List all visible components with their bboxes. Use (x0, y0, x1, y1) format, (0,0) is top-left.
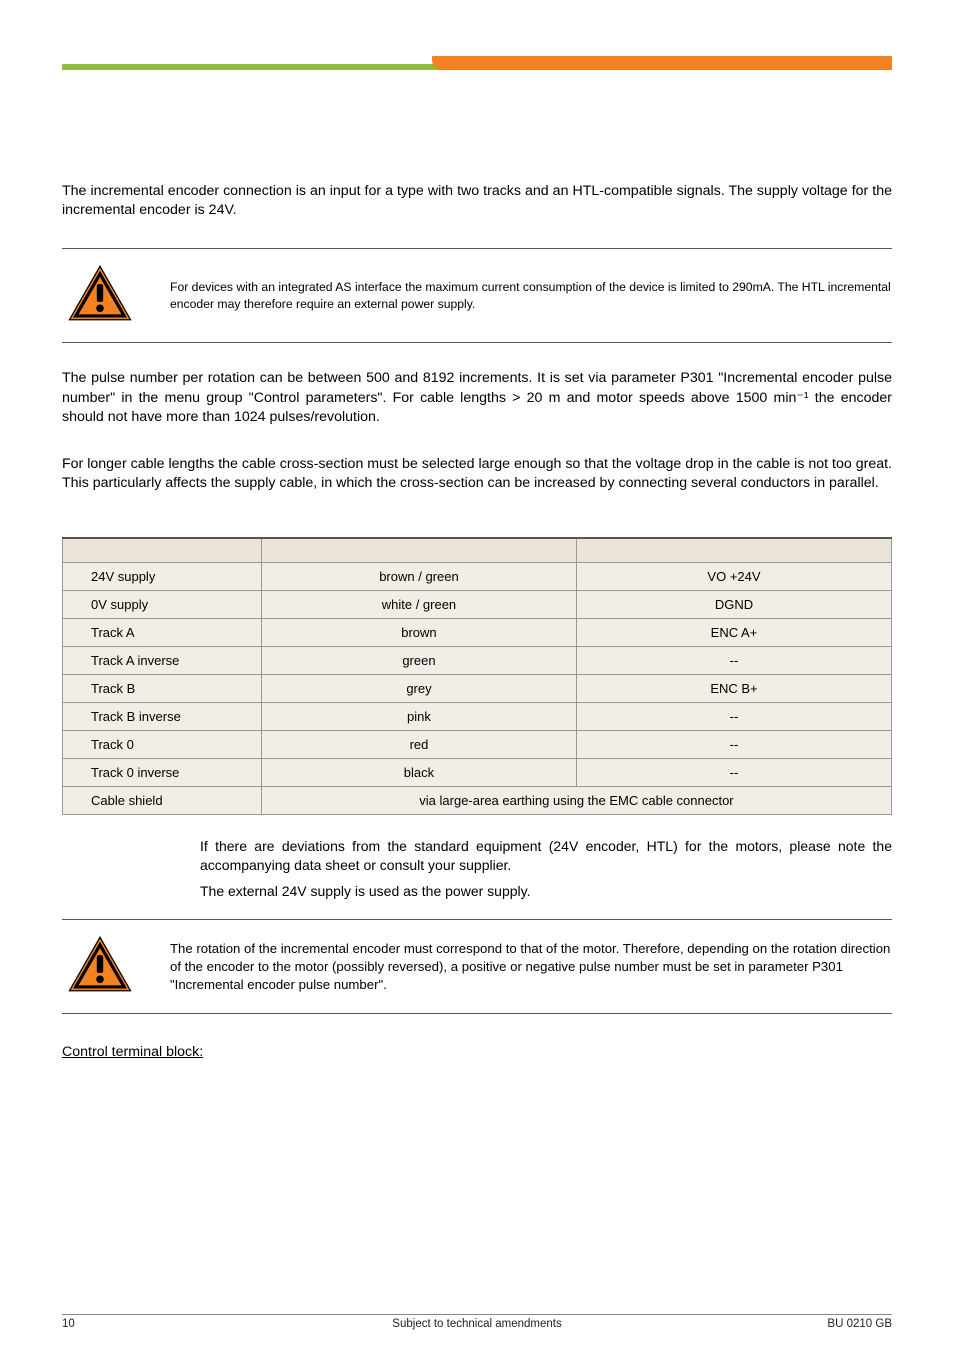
table-row: Track B inverse pink -- (63, 702, 892, 730)
cell-term: ENC A+ (576, 618, 891, 646)
divider (62, 1013, 892, 1014)
cell-term: -- (576, 646, 891, 674)
table-row: 0V supply white / green DGND (63, 590, 892, 618)
footer-page-number: 10 (62, 1318, 75, 1330)
cell-func: Track A (63, 618, 262, 646)
cell-color: pink (261, 702, 576, 730)
cell-func: Track B (63, 674, 262, 702)
cell-color: black (261, 758, 576, 786)
table-row: Track B grey ENC B+ (63, 674, 892, 702)
cell-term: VO +24V (576, 562, 891, 590)
note-line-1: If there are deviations from the standar… (200, 837, 892, 875)
cell-func: Cable shield (63, 786, 262, 814)
callout-text: For devices with an integrated AS interf… (170, 279, 892, 312)
callout-text: The rotation of the incremental encoder … (170, 940, 892, 993)
note-block: If there are deviations from the standar… (62, 837, 892, 920)
footer-center-text: Subject to technical amendments (62, 1318, 892, 1330)
header-title: SK 2x5E with "PosiCon Functionality" (62, 30, 892, 46)
table-row: Track A brown ENC A+ (63, 618, 892, 646)
footer-doc-id: BU 0210 GB (827, 1318, 892, 1330)
cell-func: Track 0 (63, 730, 262, 758)
encoder-wiring-table: 24V supply brown / green VO +24V 0V supp… (62, 537, 892, 815)
table-row: Track A inverse green -- (63, 646, 892, 674)
cell-func: Track A inverse (63, 646, 262, 674)
cell-term: ENC B+ (576, 674, 891, 702)
control-terminal-heading: Control terminal block: (62, 1044, 892, 1060)
cell-color: red (261, 730, 576, 758)
cell-color: white / green (261, 590, 576, 618)
cell-term: DGND (576, 590, 891, 618)
cell-color: brown / green (261, 562, 576, 590)
warning-icon (68, 936, 132, 997)
callout-rotation: The rotation of the incremental encoder … (62, 920, 892, 1013)
warning-icon (68, 265, 132, 326)
callout-as-interface: For devices with an integrated AS interf… (62, 249, 892, 342)
table-header-row (63, 538, 892, 562)
paragraph-pulse: The pulse number per rotation can be bet… (62, 369, 892, 427)
table-row: Track 0 inverse black -- (63, 758, 892, 786)
header-bar-orange (432, 56, 892, 70)
table-header-cell (63, 538, 262, 562)
cell-term: -- (576, 730, 891, 758)
note-label (62, 837, 182, 838)
note-line-2: The external 24V supply is used as the p… (200, 882, 892, 901)
cell-color: brown (261, 618, 576, 646)
page-footer: 10 Subject to technical amendments BU 02… (62, 1314, 892, 1330)
cell-color: green (261, 646, 576, 674)
note-body: If there are deviations from the standar… (200, 837, 892, 910)
cell-func: Track 0 inverse (63, 758, 262, 786)
table-row-shield: Cable shield via large-area earthing usi… (63, 786, 892, 814)
cell-func: Track B inverse (63, 702, 262, 730)
table-header-cell (576, 538, 891, 562)
header-bar (62, 56, 892, 72)
cell-term: -- (576, 702, 891, 730)
table-row: 24V supply brown / green VO +24V (63, 562, 892, 590)
cell-color: grey (261, 674, 576, 702)
paragraph-intro: The incremental encoder connection is an… (62, 182, 892, 220)
table-header-cell (261, 538, 576, 562)
paragraph-cable: For longer cable lengths the cable cross… (62, 455, 892, 493)
cell-func: 0V supply (63, 590, 262, 618)
cell-func: 24V supply (63, 562, 262, 590)
table-row: Track 0 red -- (63, 730, 892, 758)
cell-shield-merged: via large-area earthing using the EMC ca… (261, 786, 891, 814)
cell-term: -- (576, 758, 891, 786)
